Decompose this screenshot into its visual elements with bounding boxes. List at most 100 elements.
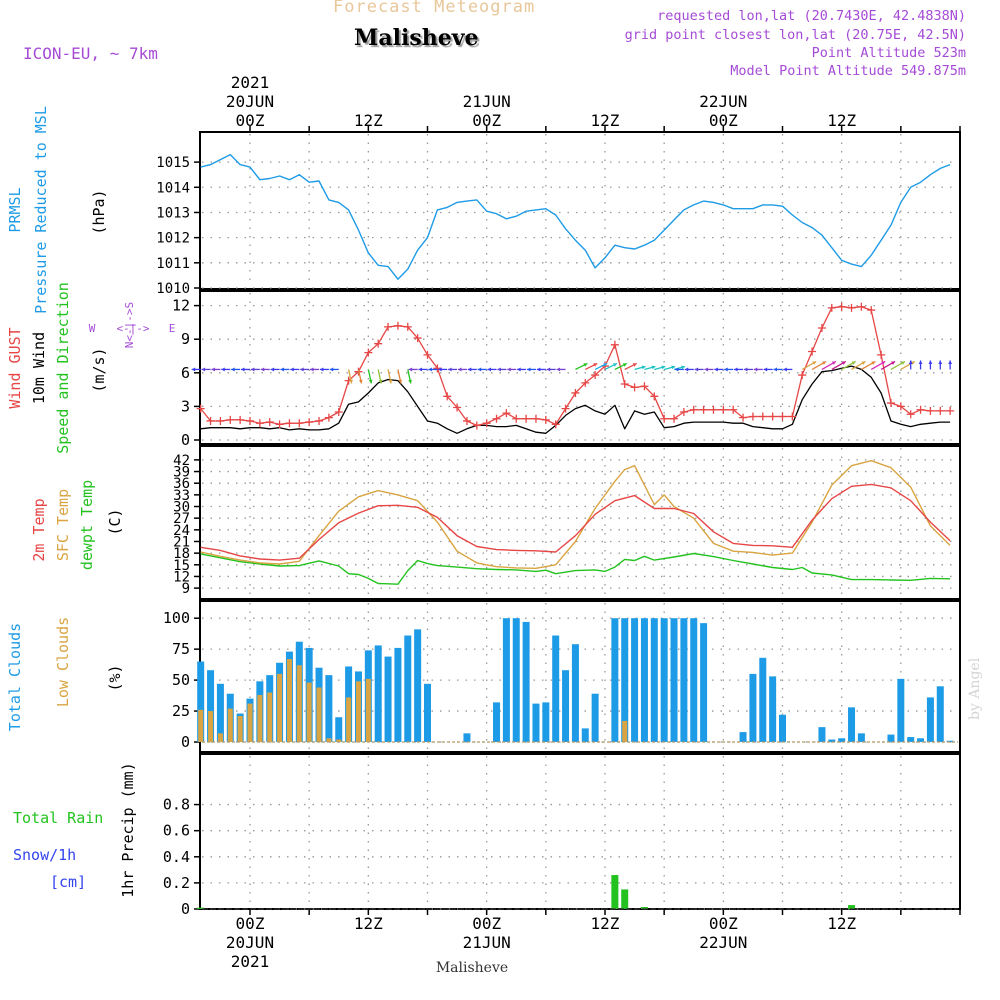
wind-gust-marker (433, 364, 442, 373)
rain-bar (611, 875, 619, 909)
wind-gust-marker (216, 416, 225, 425)
low-clouds-bar (346, 697, 352, 742)
wind-gust-marker (867, 306, 876, 315)
wind-arrow-head (349, 379, 353, 384)
requested-coords: requested lon,lat (20.7430E, 42.4838N) (657, 8, 966, 24)
total-clouds-bar (828, 739, 836, 742)
total-clouds-bar (838, 738, 846, 742)
wind-gust-marker (226, 415, 235, 424)
wind-arrow-head (881, 361, 886, 365)
wind-arrow-head (831, 361, 836, 365)
total-clouds-bar (700, 623, 708, 742)
wind-arrow-head (753, 367, 758, 372)
wind-arrow-head (641, 365, 646, 370)
temperature-ytick-label: 9 (182, 581, 190, 597)
prmsl-line (200, 153, 951, 280)
wind-gust-marker (640, 382, 649, 391)
temperature-panel-frame (199, 445, 961, 600)
wind-arrow-head (408, 379, 412, 384)
pressure-unit: (hPa) (90, 189, 108, 234)
wind-gust-marker (699, 405, 708, 414)
total-clouds-bar (946, 740, 954, 742)
wind-gust-marker (551, 420, 560, 429)
wind-gust-marker (857, 302, 866, 311)
wind-gust-marker (827, 303, 836, 312)
low-clouds-bar (306, 682, 312, 742)
wind-dir-label: Speed and Direction (54, 282, 72, 454)
wind-gust-marker (798, 371, 807, 380)
wind-gust-marker (324, 413, 333, 422)
total-clouds-bar (631, 618, 639, 742)
low-clouds-bar (277, 673, 283, 742)
wind-gust-marker (255, 419, 264, 428)
top-time-label: 12Z (591, 111, 620, 130)
pressure-ytick-label: 1011 (156, 256, 190, 272)
total-clouds-bar (670, 618, 678, 742)
temperature-ytick-label: 21 (173, 534, 190, 550)
dewpoint-temp-line (200, 552, 951, 585)
pressure-ytick-label: 1015 (156, 155, 190, 171)
snow-unit: [cm] (50, 873, 86, 891)
top-time-label: 00Z (709, 111, 738, 130)
wind-arrow-head (910, 361, 915, 365)
wind-arrow-head (231, 367, 235, 372)
bottom-location-label: Malisheve (436, 960, 508, 976)
wind-gust-marker (443, 392, 452, 401)
top-time-label: 2021 (231, 73, 270, 92)
top-time-label: 12Z (354, 111, 383, 130)
wind-arrow-head (671, 365, 676, 370)
total-clouds-bar (512, 618, 520, 742)
wind-gust-marker (689, 405, 698, 414)
wind-arrow-head (674, 367, 679, 372)
wind-arrow-head (822, 361, 827, 365)
wind-ytick-label: 12 (172, 297, 190, 315)
wind-gust-marker (393, 321, 402, 330)
temperature-ytick-label: 18 (173, 546, 190, 562)
wind-gust-marker (512, 414, 521, 423)
wind-ytick-label: 6 (181, 364, 190, 382)
wind-arrow-head (763, 367, 768, 372)
bottom-time-label: 00Z (472, 914, 501, 933)
total-clouds-bar (936, 686, 944, 742)
precipitation-ytick-label: 0.4 (163, 848, 190, 866)
wind-arrow-head (841, 361, 846, 365)
wind-arrow-head (319, 367, 324, 372)
wind-arrow-head (517, 367, 521, 372)
wind-arrow-head (613, 363, 617, 367)
wind-gust-marker (492, 414, 501, 423)
total-clouds-bar (216, 683, 224, 742)
wind-gust-marker (778, 412, 787, 421)
wind-arrow-head (891, 361, 896, 365)
wind-arrow-head (900, 361, 905, 365)
wind-gust-marker (462, 416, 471, 425)
wind-arrow-head (487, 367, 492, 372)
wind-arrow-head (191, 367, 196, 372)
wind-gust-marker (837, 302, 846, 311)
total-clouds-bar (897, 678, 905, 742)
temperature-ytick-label: 27 (173, 511, 190, 527)
precipitation-panel-frame (199, 753, 961, 910)
wind-arrow-head (661, 365, 666, 370)
wind-arrow-head (329, 367, 334, 372)
wind-arrow-head (694, 367, 699, 372)
low-clouds-bar (336, 739, 342, 742)
wind-gust-marker (650, 392, 659, 401)
bottom-time-label: 20JUN (226, 933, 274, 952)
wind-arrow-head (536, 367, 541, 372)
wind-10m-line (200, 365, 951, 434)
wind-gust-marker (531, 414, 540, 423)
wind-arrow-head (928, 360, 933, 364)
clouds-ytick-label: 0 (181, 733, 190, 751)
compass-e: E (169, 322, 176, 335)
wind-gust-marker (571, 388, 580, 397)
wind-gust-marker (768, 412, 777, 421)
wind-arrow-head (211, 367, 215, 372)
total-clouds-bar (414, 629, 422, 742)
compass-w: W (89, 322, 96, 335)
clouds-unit: (%) (106, 664, 124, 691)
pressure-label-2: Pressure Reduced to MSL (32, 106, 50, 314)
temperature-ytick-label: 15 (173, 558, 190, 574)
low-clouds-bar (257, 694, 263, 742)
wind-arrow-head (448, 367, 452, 372)
total-clouds-bar (335, 717, 343, 742)
